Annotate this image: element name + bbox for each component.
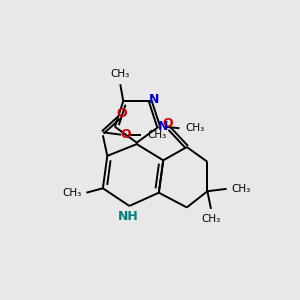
Text: N: N	[148, 93, 159, 106]
Text: NH: NH	[118, 210, 138, 223]
Text: CH₃: CH₃	[147, 130, 166, 140]
Text: CH₃: CH₃	[231, 184, 250, 194]
Text: O: O	[116, 107, 127, 120]
Text: O: O	[121, 128, 131, 141]
Text: CH₃: CH₃	[201, 214, 220, 224]
Text: CH₃: CH₃	[185, 123, 204, 133]
Text: CH₃: CH₃	[111, 69, 130, 79]
Text: CH₃: CH₃	[62, 188, 81, 198]
Text: N: N	[158, 120, 169, 133]
Text: O: O	[162, 117, 173, 130]
